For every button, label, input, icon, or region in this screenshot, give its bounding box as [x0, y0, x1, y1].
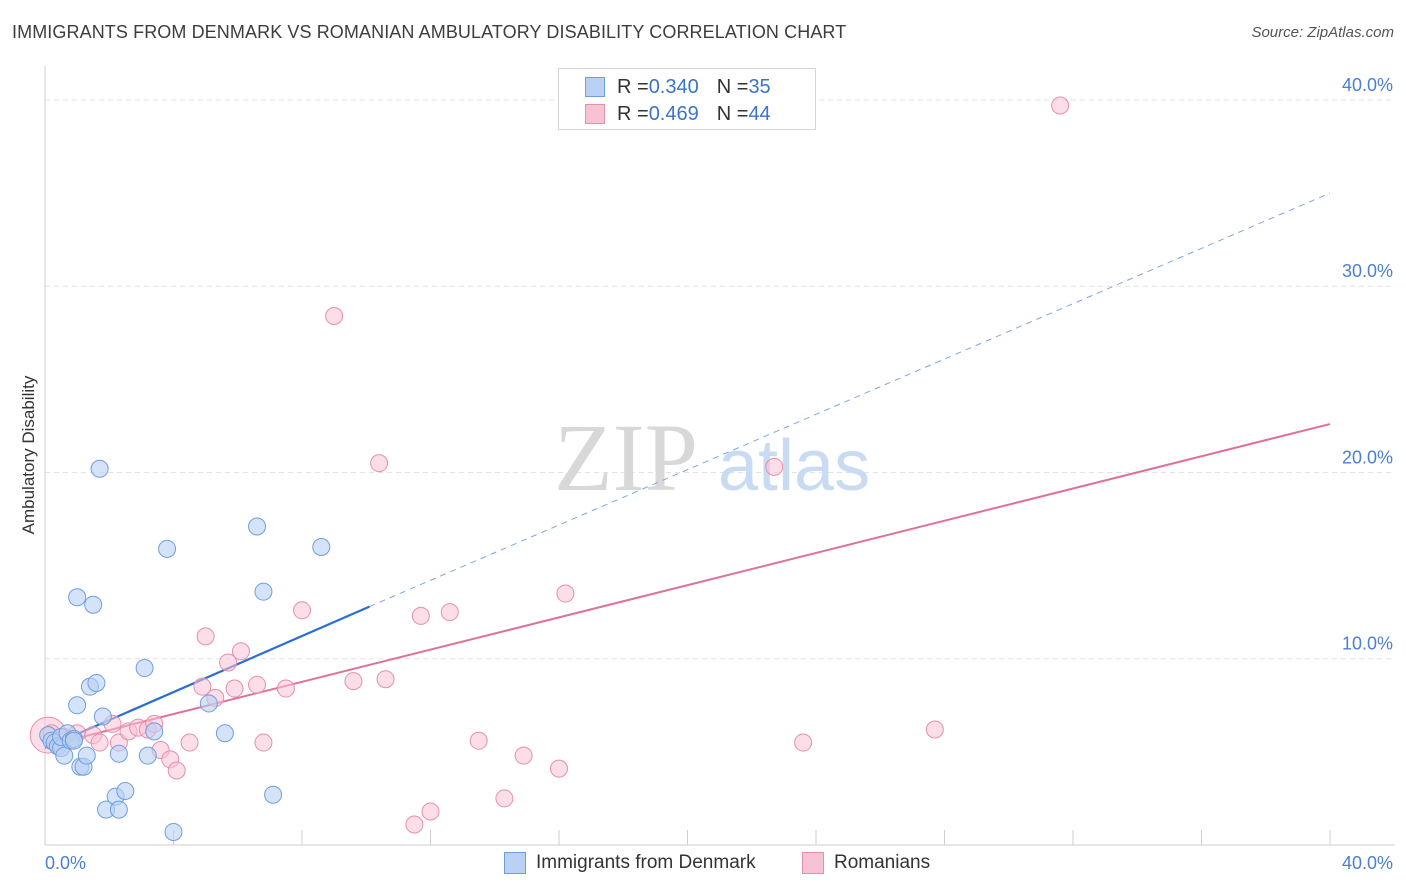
- denmark-trend-extension: [369, 192, 1331, 608]
- legend-n-label: N =: [716, 75, 749, 98]
- denmark-point: [164, 822, 183, 841]
- romanians-point: [411, 606, 430, 625]
- romanians-point: [469, 731, 488, 750]
- legend-box: R = 0.340 N = 35 R = 0.469 N = 44: [558, 68, 816, 130]
- denmark-point: [215, 724, 234, 743]
- legend-row-denmark: R = 0.340 N = 35: [585, 75, 771, 99]
- source-label: Source: ZipAtlas.com: [1251, 24, 1394, 41]
- denmark-point: [109, 800, 128, 819]
- chart-title: IMMIGRANTS FROM DENMARK VS ROMANIAN AMBU…: [12, 22, 847, 42]
- denmark-point: [248, 517, 267, 536]
- romanians-point: [254, 733, 273, 752]
- watermark-atlas: atlas: [718, 426, 870, 506]
- romanians-point: [225, 679, 244, 698]
- romanians-point: [765, 457, 784, 476]
- denmark-point: [87, 673, 106, 692]
- romanians-point: [550, 759, 568, 778]
- y-tick-label: 40.0%: [1342, 75, 1393, 95]
- y-axis-label: Ambulatory Disability: [19, 375, 38, 534]
- legend-n-value: 35: [748, 75, 771, 98]
- romanians-point: [90, 733, 109, 752]
- denmark-point: [109, 744, 128, 763]
- denmark-point: [135, 659, 154, 678]
- denmark-point: [312, 537, 331, 556]
- legend-r-label: R =: [617, 102, 649, 125]
- x-tick-label: 0.0%: [45, 853, 86, 873]
- romanians-point: [794, 733, 813, 752]
- watermark: ZIP atlas: [554, 404, 870, 511]
- romanians-point: [376, 670, 395, 689]
- romanians-point: [925, 720, 944, 739]
- legend-n-label: N =: [716, 102, 749, 125]
- y-tick-label: 20.0%: [1342, 447, 1393, 467]
- legend-r-value: 0.340: [648, 75, 699, 98]
- romanians-points: [29, 96, 1070, 834]
- romanians-point: [196, 627, 215, 646]
- legend-r-value: 0.469: [648, 102, 699, 125]
- romanians-point: [219, 653, 238, 672]
- legend-row-romanians: R = 0.469 N = 44: [585, 102, 771, 126]
- denmark-point: [264, 785, 283, 804]
- romanians-point: [514, 746, 533, 765]
- bottom-legend-label-denmark: Immigrants from Denmark: [536, 852, 756, 873]
- legend-r-label: R =: [617, 75, 649, 98]
- denmark-point: [55, 746, 74, 765]
- romanians-point: [248, 675, 267, 694]
- romanians-point: [495, 789, 514, 808]
- denmark-point: [254, 582, 273, 601]
- romanians-point: [344, 672, 363, 691]
- x-tick-label: 40.0%: [1342, 853, 1393, 873]
- romanians-point: [1051, 96, 1070, 115]
- romanians-point: [440, 603, 459, 622]
- bottom-legend-swatch-pink: [802, 852, 824, 874]
- denmark-point: [84, 595, 103, 614]
- bottom-legend-denmark: Immigrants from Denmark: [504, 852, 756, 874]
- bottom-legend-romanians: Romanians: [802, 852, 930, 874]
- romanians-point: [180, 733, 199, 752]
- bottom-legend-label-romanians: Romanians: [834, 852, 931, 873]
- denmark-points: [39, 459, 331, 841]
- grid-lines: [45, 99, 1395, 660]
- denmark-point: [77, 746, 96, 765]
- denmark-point: [116, 781, 135, 800]
- legend-n-value: 44: [748, 102, 771, 125]
- y-tick-label: 10.0%: [1342, 634, 1393, 654]
- romanians-point: [421, 802, 440, 821]
- axes: [44, 66, 1395, 846]
- watermark-zip: ZIP: [554, 404, 698, 511]
- denmark-point: [158, 539, 177, 558]
- bottom-legend-swatch-blue: [504, 852, 526, 874]
- denmark-point: [145, 722, 164, 741]
- denmark-point: [68, 696, 87, 715]
- denmark-point: [68, 588, 87, 607]
- romanians-point: [556, 584, 575, 603]
- romanians-point: [167, 761, 186, 780]
- tick-labels: 10.0% 20.0% 30.0% 40.0% 0.0% 40.0%: [45, 75, 1393, 873]
- romanians-point: [370, 454, 389, 473]
- denmark-point: [90, 459, 109, 478]
- romanians-point: [325, 307, 344, 326]
- denmark-point: [93, 707, 112, 726]
- romanians-point: [276, 679, 295, 698]
- romanians-point: [231, 642, 250, 661]
- romanians-point: [293, 601, 311, 620]
- romanians-point: [193, 677, 212, 696]
- legend-swatch-pink: [585, 104, 605, 124]
- denmark-point: [138, 746, 157, 765]
- legend-swatch-blue: [585, 77, 605, 97]
- denmark-point: [64, 731, 83, 750]
- romanians-point: [405, 815, 424, 834]
- denmark-point: [199, 694, 218, 713]
- y-tick-label: 30.0%: [1342, 261, 1393, 281]
